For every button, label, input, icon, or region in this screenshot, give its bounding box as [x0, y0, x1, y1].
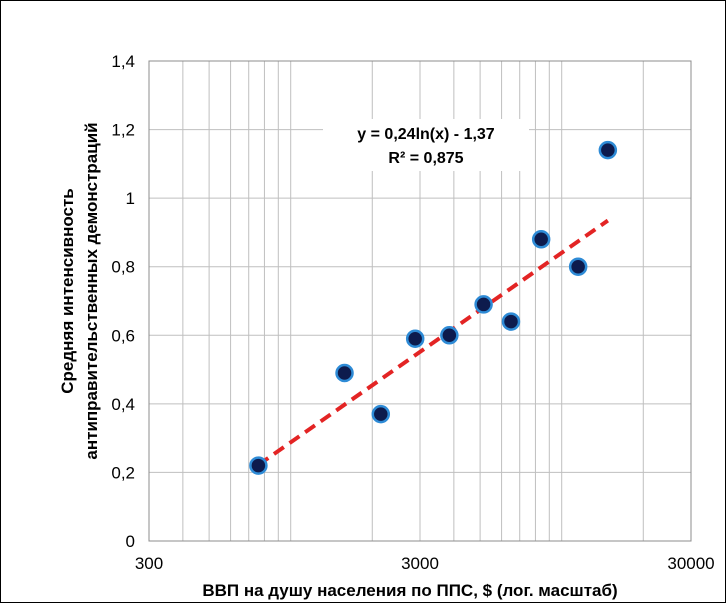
- x-tick-label: 3000: [401, 554, 439, 573]
- tick-labels: 0 0,2 0,4 0,6 0,8 1 1,2 1,4 300 3000 30000: [111, 52, 714, 573]
- data-point: [335, 363, 354, 383]
- data-point: [371, 404, 391, 424]
- data-point: [531, 230, 551, 249]
- plot-area-border: [148, 60, 692, 542]
- y-axis-title-line-2: антиправительственных демонстраций: [82, 122, 101, 459]
- y-tick-label: 0,4: [111, 395, 135, 414]
- equation-background: [323, 119, 529, 171]
- y-tick-label: 1,2: [111, 121, 135, 140]
- trendline: [257, 218, 609, 467]
- data-point: [405, 329, 425, 348]
- y-tick-label: 1: [126, 189, 135, 208]
- y-tick-label: 1,4: [111, 52, 135, 71]
- data-point: [598, 140, 618, 160]
- y-tick-label: 0,6: [111, 326, 135, 345]
- equation-label: y = 0,24ln(x) - 1,37: [357, 126, 495, 143]
- trendline-equation: y = 0,24ln(x) - 1,37 R² = 0,875: [323, 119, 529, 171]
- y-axis-title: Средняя интенсивность антиправительствен…: [58, 122, 101, 459]
- y-axis-title-line-1: Средняя интенсивность: [58, 188, 77, 394]
- r-squared-label: R² = 0,875: [388, 150, 463, 167]
- data-point: [440, 326, 459, 345]
- y-tick-label: 0,8: [111, 258, 135, 277]
- data-point: [568, 257, 588, 276]
- x-axis-title: ВВП на душу населения по ППС, $ (лог. ма…: [202, 581, 617, 600]
- data-point: [501, 312, 521, 331]
- y-tick-label: 0,2: [111, 463, 135, 482]
- data-point: [474, 295, 493, 314]
- data-points: [249, 140, 618, 475]
- y-tick-label: 0: [126, 532, 135, 551]
- data-point: [249, 456, 268, 475]
- x-tick-label: 30000: [667, 554, 714, 573]
- x-tick-label: 300: [135, 554, 163, 573]
